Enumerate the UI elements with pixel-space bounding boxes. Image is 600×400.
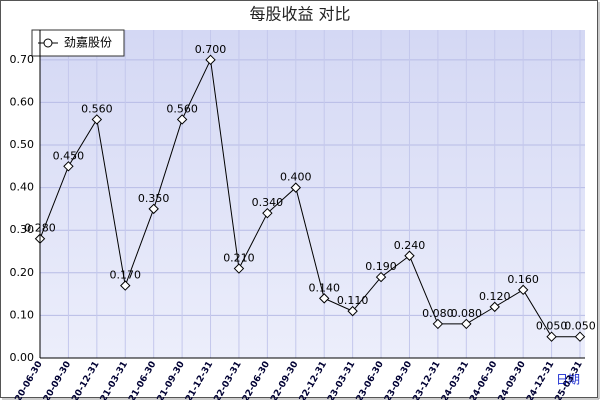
y-tick-label: 0.50 bbox=[10, 138, 35, 151]
data-label: 0.080 bbox=[422, 307, 454, 320]
data-label: 0.280 bbox=[24, 222, 56, 235]
point bbox=[91, 114, 103, 125]
series-line bbox=[39, 58, 580, 338]
data-label: 0.190 bbox=[365, 260, 397, 273]
data-label: 0.240 bbox=[394, 239, 426, 252]
data-label: 0.340 bbox=[252, 196, 284, 209]
y-tick-label: 0.60 bbox=[10, 95, 35, 108]
data-label: 0.160 bbox=[507, 273, 539, 286]
point bbox=[517, 284, 529, 296]
data-label: 0.700 bbox=[195, 43, 227, 56]
point bbox=[290, 182, 301, 193]
grid bbox=[39, 30, 585, 359]
point bbox=[120, 280, 131, 291]
data-label: 0.450 bbox=[53, 149, 85, 162]
y-tick-label: 0.00 bbox=[10, 351, 35, 364]
data-label: 0.170 bbox=[110, 269, 142, 282]
legend-label: 劲嘉股份 bbox=[64, 36, 112, 50]
point bbox=[319, 293, 330, 304]
data-label: 0.080 bbox=[451, 307, 483, 320]
legend bbox=[31, 29, 125, 57]
data-label: 0.120 bbox=[479, 290, 511, 303]
point bbox=[375, 271, 387, 283]
data-label: 0.110 bbox=[337, 294, 369, 307]
y-tick-label: 0.70 bbox=[10, 53, 35, 66]
data-label: 0.560 bbox=[81, 102, 113, 115]
point bbox=[262, 207, 273, 219]
point bbox=[63, 161, 74, 172]
y-tick-label: 0.30 bbox=[10, 223, 35, 236]
data-label: 0.350 bbox=[138, 192, 170, 205]
data-label: 0.050 bbox=[564, 320, 596, 333]
point bbox=[233, 263, 245, 274]
data-label: 0.140 bbox=[308, 281, 340, 294]
data-label: 0.400 bbox=[280, 171, 312, 184]
point bbox=[205, 54, 216, 66]
chart-title: 每股收益 对比 bbox=[249, 5, 350, 24]
point bbox=[347, 305, 358, 317]
legend-marker bbox=[43, 38, 53, 48]
data-label: 0.210 bbox=[223, 252, 255, 265]
data-label: 0.050 bbox=[536, 320, 568, 333]
y-tick-label: 0.10 bbox=[10, 308, 35, 321]
point bbox=[176, 114, 188, 125]
marks bbox=[34, 54, 586, 342]
point bbox=[489, 301, 500, 313]
point bbox=[546, 331, 557, 342]
point bbox=[432, 318, 444, 330]
point bbox=[404, 250, 415, 261]
x-axis-label: 日期 bbox=[556, 373, 580, 387]
point bbox=[148, 203, 159, 215]
data-label: 0.560 bbox=[166, 102, 198, 115]
y-tick-label: 0.40 bbox=[10, 181, 35, 194]
point bbox=[461, 318, 472, 330]
point bbox=[574, 331, 586, 342]
plot-area bbox=[40, 30, 585, 358]
y-tick-label: 0.20 bbox=[10, 266, 35, 279]
